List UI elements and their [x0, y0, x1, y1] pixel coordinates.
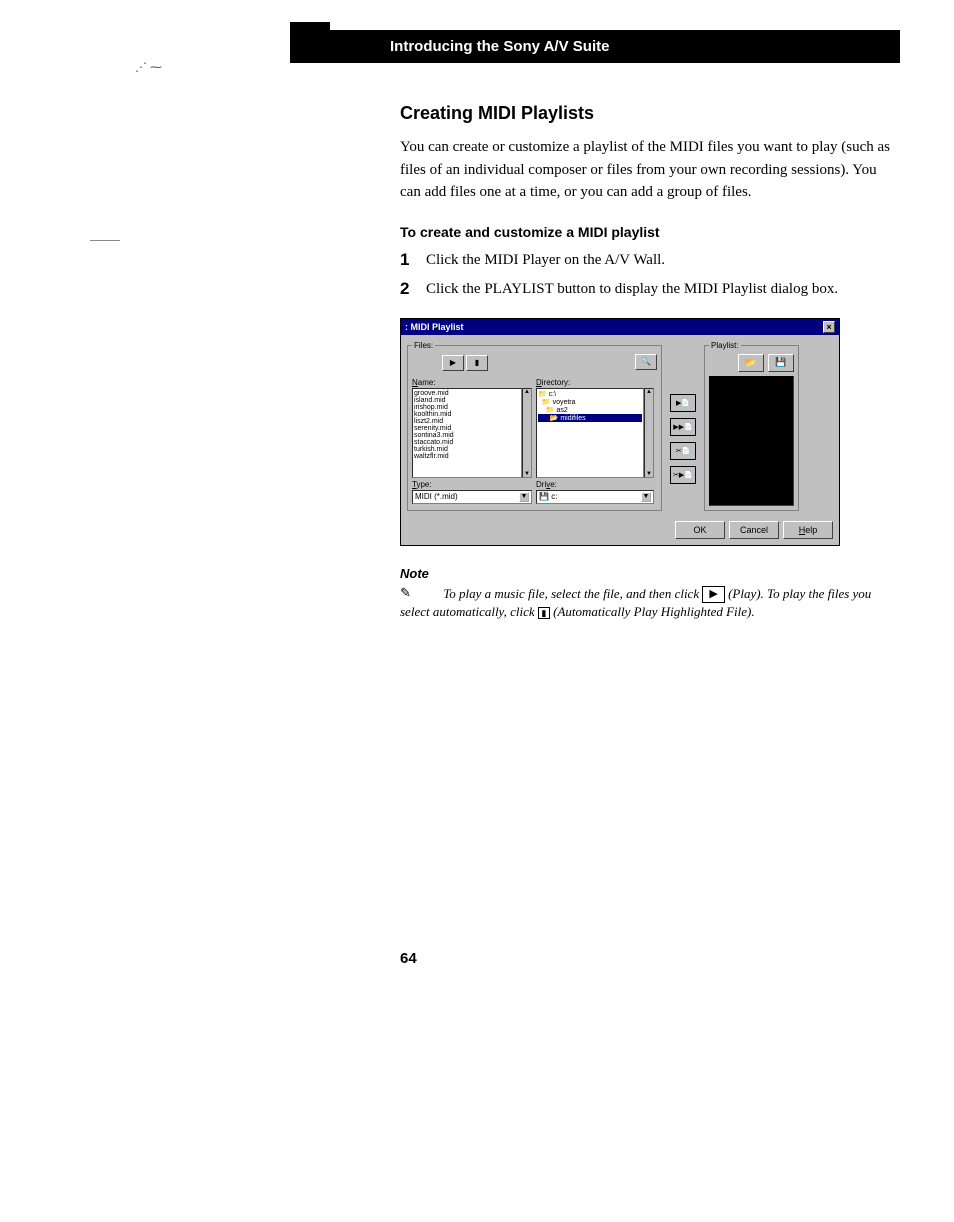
list-item[interactable]: waltzflr.mid	[414, 453, 520, 460]
step-number: 2	[400, 279, 426, 299]
files-legend: Files:	[412, 341, 435, 350]
name-label: Name:	[412, 378, 532, 387]
playlist-legend: Playlist:	[709, 341, 741, 350]
intro-paragraph: You can create or customize a playlist o…	[400, 136, 900, 204]
dialog-titlebar: : MIDI Playlist ×	[401, 319, 839, 335]
page-content: Introducing the Sony A/V Suite Creating …	[300, 30, 900, 621]
drive-dropdown[interactable]: 💾 c: ▼	[536, 490, 654, 504]
section-title: Creating MIDI Playlists	[400, 103, 900, 124]
scrollbar[interactable]: ▲▼	[522, 388, 532, 478]
type-dropdown[interactable]: MIDI (*.mid) ▼	[412, 490, 532, 504]
midi-playlist-dialog: : MIDI Playlist × Files: ▶ ▮ 🔍 N	[400, 318, 840, 546]
type-label: Type:	[412, 480, 532, 489]
add-all-button[interactable]: ▶▶📄	[670, 418, 696, 436]
file-listbox[interactable]: groove.mid island.mid irishop.mid koolth…	[412, 388, 522, 478]
list-item[interactable]: irishop.mid	[414, 404, 520, 411]
list-item[interactable]: staccato.mid	[414, 439, 520, 446]
list-item[interactable]: turkish.mid	[414, 446, 520, 453]
chevron-down-icon[interactable]: ▼	[519, 492, 529, 502]
chapter-header: Introducing the Sony A/V Suite	[290, 30, 900, 63]
play-icon[interactable]: ▶	[442, 355, 464, 371]
open-icon[interactable]: 📂	[738, 354, 764, 372]
note-text: To play a music file, select the file, a…	[443, 586, 702, 601]
remove-one-button[interactable]: ✂📄	[670, 442, 696, 460]
list-item[interactable]: serenity.mid	[414, 425, 520, 432]
scan-artifact	[90, 240, 120, 241]
type-value: MIDI (*.mid)	[415, 492, 458, 501]
step-number: 1	[400, 250, 426, 270]
steps-list: 1 Click the MIDI Player on the A/V Wall.…	[400, 250, 900, 300]
step-text: Click the MIDI Player on the A/V Wall.	[426, 250, 665, 271]
list-item[interactable]: sontina3.mid	[414, 432, 520, 439]
list-item[interactable]: 📂 midifiles	[538, 414, 642, 422]
list-item[interactable]: 📁 as2	[538, 406, 642, 414]
note-text: (Automatically Play Highlighted File).	[553, 604, 754, 619]
dialog-title: : MIDI Playlist	[405, 322, 464, 332]
note-body: ✎ To play a music file, select the file,…	[400, 585, 900, 622]
note-heading: Note	[400, 566, 900, 581]
autoplay-icon[interactable]: ▮	[466, 355, 488, 371]
list-item[interactable]: liszt2.mid	[414, 418, 520, 425]
list-item[interactable]: koolthin.mid	[414, 411, 520, 418]
chevron-down-icon[interactable]: ▼	[641, 492, 651, 502]
remove-all-button[interactable]: ✂▶📄	[670, 466, 696, 484]
close-icon[interactable]: ×	[823, 321, 835, 333]
list-item[interactable]: groove.mid	[414, 390, 520, 397]
scan-artifact: ⋰ ⁓	[135, 60, 162, 75]
playlist-listbox[interactable]	[709, 376, 794, 506]
ok-button[interactable]: OK	[675, 521, 725, 539]
add-one-button[interactable]: ▶📄	[670, 394, 696, 412]
note-block: Note ✎ To play a music file, select the …	[400, 566, 900, 622]
list-item[interactable]: 📁 c:\	[538, 390, 642, 398]
pen-icon: ✎	[400, 585, 418, 601]
procedure-heading: To create and customize a MIDI playlist	[400, 224, 900, 240]
drive-label: Drive:	[536, 480, 654, 489]
search-icon[interactable]: 🔍	[635, 354, 657, 370]
files-fieldset: Files: ▶ ▮ 🔍 Name: groo	[407, 341, 662, 511]
directory-label: Directory:	[536, 378, 654, 387]
step-item: 2 Click the PLAYLIST button to display t…	[400, 279, 900, 300]
help-button[interactable]: Help	[783, 521, 833, 539]
scrollbar[interactable]: ▲▼	[644, 388, 654, 478]
play-button-inline: ▶	[702, 586, 724, 603]
step-item: 1 Click the MIDI Player on the A/V Wall.	[400, 250, 900, 271]
list-item[interactable]: island.mid	[414, 397, 520, 404]
autoplay-button-inline: ▮	[538, 607, 550, 619]
playlist-fieldset: Playlist: 📂 💾	[704, 341, 799, 511]
directory-listbox[interactable]: 📁 c:\ 📁 voyetra 📁 as2 📂 midifiles	[536, 388, 644, 478]
page-number: 64	[400, 950, 417, 967]
cancel-button[interactable]: Cancel	[729, 521, 779, 539]
transfer-buttons: ▶📄 ▶▶📄 ✂📄 ✂▶📄	[668, 341, 698, 511]
list-item[interactable]: 📁 voyetra	[538, 398, 642, 406]
step-text: Click the PLAYLIST button to display the…	[426, 279, 838, 300]
save-icon[interactable]: 💾	[768, 354, 794, 372]
drive-value: 💾 c:	[539, 492, 557, 501]
